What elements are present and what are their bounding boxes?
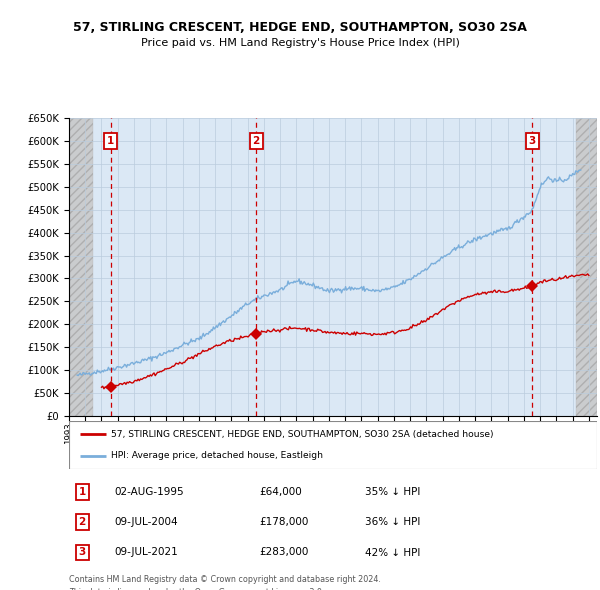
FancyBboxPatch shape [69, 421, 597, 469]
Bar [69, 118, 94, 416]
Text: £64,000: £64,000 [259, 487, 302, 497]
Text: Price paid vs. HM Land Registry's House Price Index (HPI): Price paid vs. HM Land Registry's House … [140, 38, 460, 48]
Text: 36% ↓ HPI: 36% ↓ HPI [365, 517, 420, 527]
Text: 3: 3 [79, 548, 86, 558]
Text: 3: 3 [529, 136, 536, 146]
Text: 57, STIRLING CRESCENT, HEDGE END, SOUTHAMPTON, SO30 2SA: 57, STIRLING CRESCENT, HEDGE END, SOUTHA… [73, 21, 527, 34]
Text: 09-JUL-2004: 09-JUL-2004 [114, 517, 178, 527]
Text: 57, STIRLING CRESCENT, HEDGE END, SOUTHAMPTON, SO30 2SA (detached house): 57, STIRLING CRESCENT, HEDGE END, SOUTHA… [111, 430, 494, 439]
Text: HPI: Average price, detached house, Eastleigh: HPI: Average price, detached house, East… [111, 451, 323, 460]
Text: 02-AUG-1995: 02-AUG-1995 [114, 487, 184, 497]
Text: Contains HM Land Registry data © Crown copyright and database right 2024.
This d: Contains HM Land Registry data © Crown c… [69, 575, 381, 590]
Text: £178,000: £178,000 [259, 517, 308, 527]
Text: 42% ↓ HPI: 42% ↓ HPI [365, 548, 420, 558]
Text: 35% ↓ HPI: 35% ↓ HPI [365, 487, 420, 497]
Text: £283,000: £283,000 [259, 548, 308, 558]
Text: 2: 2 [79, 517, 86, 527]
Text: 2: 2 [253, 136, 260, 146]
Text: 09-JUL-2021: 09-JUL-2021 [114, 548, 178, 558]
Text: 1: 1 [107, 136, 115, 146]
Text: 1: 1 [79, 487, 86, 497]
Bar [576, 118, 597, 416]
